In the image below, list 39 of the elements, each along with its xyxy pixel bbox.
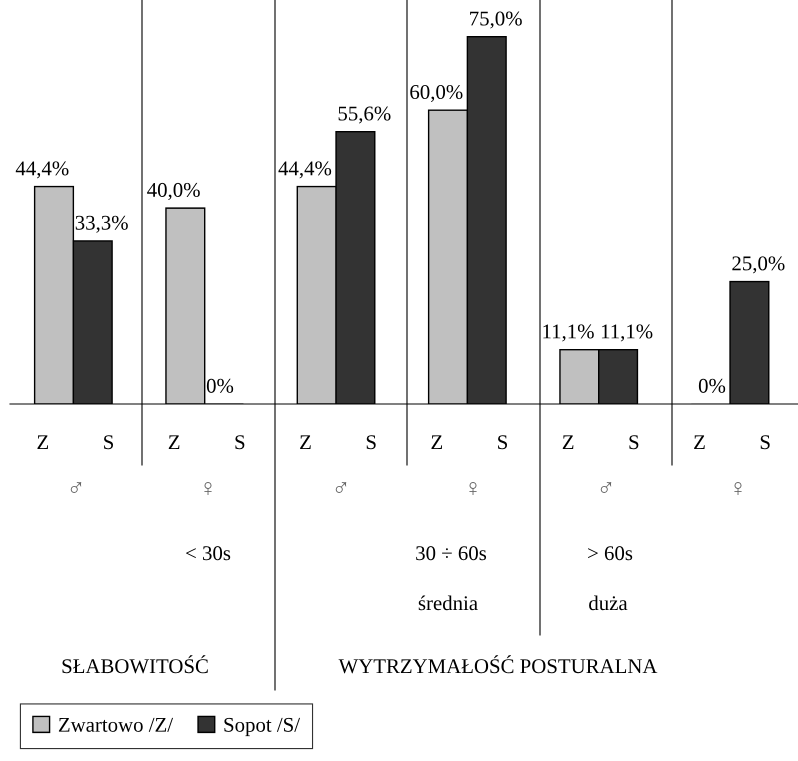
text: < 30s: [186, 546, 230, 560]
text: SŁABOWITOŚĆ: [62, 655, 208, 674]
x-tick-label: S: [104, 435, 114, 450]
text: ♂: [70, 482, 82, 493]
text: 30 ÷ 60s: [416, 546, 486, 560]
data-label: 44,4%: [278, 161, 332, 178]
text: ♀: [204, 482, 212, 496]
x-tick-label: S: [498, 435, 508, 450]
text: duża: [589, 596, 628, 610]
data-label: 44,4%: [16, 161, 68, 178]
data-label: 60,0%: [410, 84, 462, 102]
text: ♂: [336, 482, 346, 493]
text: ♂: [600, 482, 612, 493]
x-tick-label: S: [629, 435, 638, 450]
x-tick-label: Z: [168, 435, 180, 450]
text: średnia: [418, 596, 478, 610]
legend-label: Zwartowo /Z/: [58, 718, 174, 732]
text: > 60s: [588, 546, 632, 560]
data-label: 11,1%: [602, 324, 652, 342]
data-label: 11,1%: [543, 324, 594, 342]
x-tick-label: S: [235, 435, 244, 450]
x-tick-label: S: [366, 435, 376, 450]
data-label: 0%: [698, 378, 726, 393]
data-label: 0%: [206, 378, 234, 393]
x-tick-label: S: [760, 435, 770, 450]
data-label: 40,0%: [147, 182, 200, 200]
x-tick-label: Z: [694, 435, 705, 450]
text: ♀: [469, 482, 477, 496]
x-tick-label: Z: [37, 435, 48, 450]
x-tick-label: Z: [562, 435, 574, 450]
x-tick-label: Z: [300, 435, 311, 450]
data-label: 75,0%: [470, 11, 522, 29]
data-label: 55,6%: [338, 106, 391, 124]
x-tick-label: Z: [431, 435, 442, 450]
text: WYTRZYMAŁOŚĆ POSTURALNA: [338, 655, 658, 674]
data-label: 25,0%: [732, 256, 785, 274]
legend-label: Sopot /S/: [224, 718, 300, 736]
text: ♀: [734, 482, 742, 496]
data-label: 33,3%: [76, 216, 128, 233]
